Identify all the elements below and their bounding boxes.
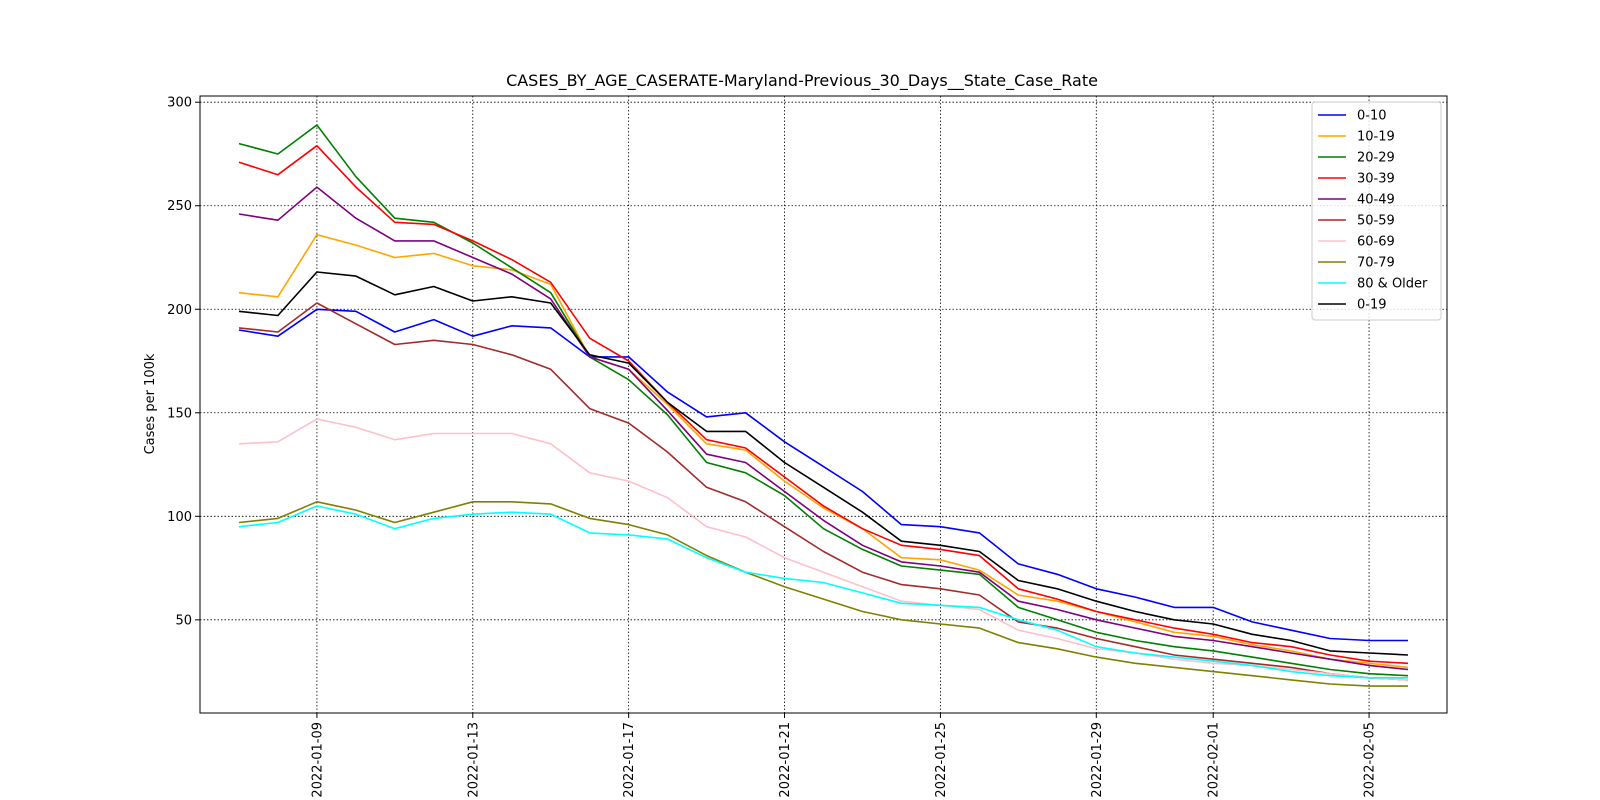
series-line-40-49	[238, 186, 1409, 671]
x-tick-label: 2022-01-29	[1090, 722, 1105, 798]
series-line-10-19	[238, 233, 1409, 669]
series-line-70-79	[238, 500, 1408, 687]
grid	[200, 96, 1447, 713]
y-tick-label: 200	[167, 303, 192, 318]
legend-label: 0-10	[1357, 109, 1387, 124]
series-line-0-10	[238, 308, 1408, 642]
x-axis: 2022-01-09 2022-01-13 2022-01-17 2022-01-21…	[310, 713, 1378, 798]
legend-label: 10-19	[1357, 130, 1395, 145]
y-tick-label: 300	[167, 96, 192, 111]
legend-label: 40-49	[1357, 193, 1395, 208]
y-tick-label: 250	[167, 199, 192, 214]
legend-label: 0-19	[1357, 298, 1387, 313]
x-tick-label: 2022-01-25	[934, 722, 949, 798]
legend-label: 70-79	[1357, 256, 1395, 271]
legend: 0-10 10-19 20-29 30-39 40-49 50-59 60-69 70-79 8…	[1311, 101, 1442, 321]
legend-label: 60-69	[1357, 235, 1395, 250]
series-line-60-69	[238, 418, 1409, 681]
series-line-80-older	[238, 505, 1408, 679]
x-tick-label: 2022-02-01	[1207, 722, 1222, 798]
plot-lines	[238, 124, 1409, 687]
x-tick-label: 2022-01-13	[466, 722, 481, 798]
x-tick-label: 2022-01-17	[622, 722, 637, 798]
legend-label: 30-39	[1357, 172, 1395, 187]
x-tick-label: 2022-01-09	[310, 722, 325, 798]
y-axis-label: Cases per 100k	[143, 353, 158, 454]
series-line-50-59	[238, 302, 1409, 681]
legend-label: 20-29	[1357, 151, 1395, 166]
y-tick-label: 150	[167, 406, 192, 421]
series-line-0-19	[238, 271, 1409, 656]
y-axis: 50 100 150 200 250 300	[167, 96, 200, 628]
chart-title: CASES_BY_AGE_CASERATE-Maryland-Previous_…	[506, 71, 1098, 91]
legend-label: 80 & Older	[1357, 277, 1428, 292]
y-tick-label: 50	[175, 613, 192, 628]
x-tick-label: 2022-02-05	[1363, 722, 1378, 798]
plot-frame	[199, 95, 1448, 714]
y-tick-label: 100	[167, 510, 192, 525]
legend-label: 50-59	[1357, 214, 1395, 229]
series-line-20-29	[238, 124, 1409, 677]
x-tick-label: 2022-01-21	[778, 722, 793, 798]
series-line-30-39	[238, 144, 1409, 665]
